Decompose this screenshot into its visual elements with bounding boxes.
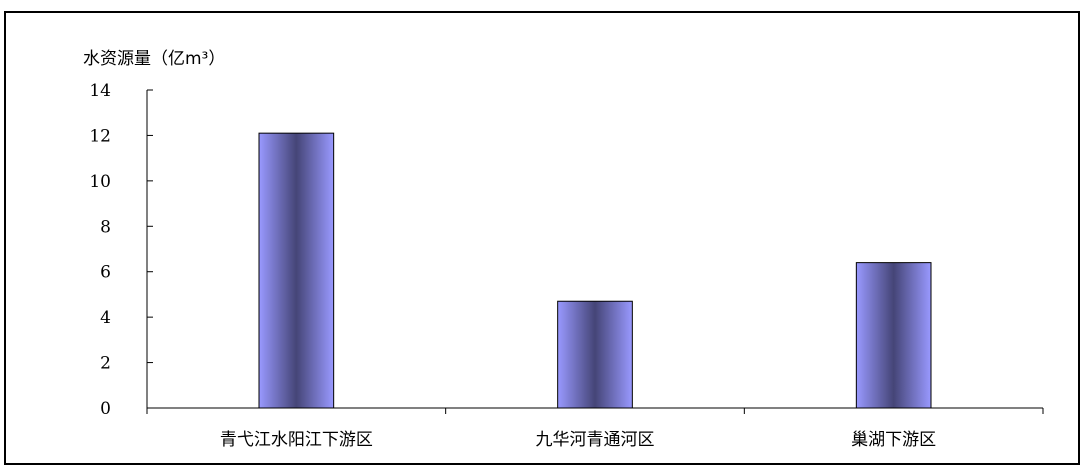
y-tick-label: 8	[100, 217, 111, 237]
bar	[557, 300, 633, 409]
x-category-label: 九华河青通河区	[536, 430, 655, 450]
x-category-label: 青弋江水阳江下游区	[220, 430, 373, 450]
y-tick-label: 10	[89, 172, 111, 192]
y-axis-title: 水资源量（亿m³）	[83, 49, 225, 69]
y-tick-label: 2	[100, 354, 111, 374]
y-tick-label: 4	[100, 308, 111, 328]
x-axis: 青弋江水阳江下游区 九华河青通河区 巢湖下游区	[146, 407, 1044, 450]
y-tick-label: 0	[100, 399, 111, 419]
y-tick-label: 6	[100, 263, 111, 283]
y-tick-label: 14	[89, 81, 111, 101]
y-axis: 0 2 4 6 8 10 12 14	[89, 81, 153, 419]
bar	[258, 132, 335, 409]
bars	[258, 132, 932, 409]
y-tick-label: 12	[89, 126, 111, 146]
x-category-label: 巢湖下游区	[851, 430, 936, 450]
bar	[855, 262, 932, 409]
